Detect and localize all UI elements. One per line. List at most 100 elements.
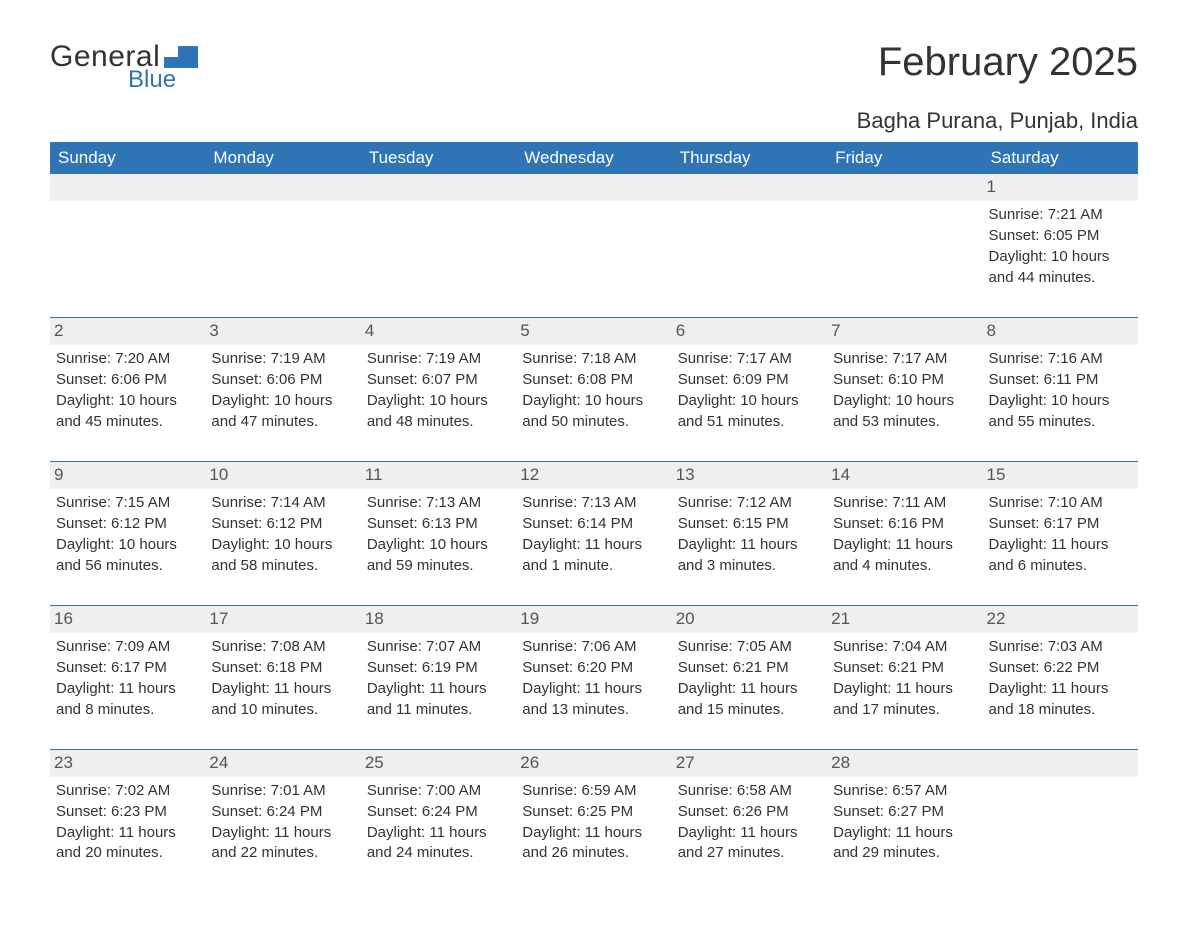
sunrise-text: Sunrise: 7:18 AM xyxy=(522,349,665,369)
sunrise-text: Sunrise: 7:17 AM xyxy=(678,349,821,369)
day-number: 10 xyxy=(205,462,360,489)
day-number: 9 xyxy=(50,462,205,489)
day-body: Sunrise: 7:03 AMSunset: 6:22 PMDaylight:… xyxy=(989,637,1132,720)
day-body: Sunrise: 7:19 AMSunset: 6:07 PMDaylight:… xyxy=(367,349,510,432)
sunrise-text: Sunrise: 7:13 AM xyxy=(367,493,510,513)
day-body: Sunrise: 7:01 AMSunset: 6:24 PMDaylight:… xyxy=(211,781,354,864)
sunrise-text: Sunrise: 7:14 AM xyxy=(211,493,354,513)
day-body: Sunrise: 7:18 AMSunset: 6:08 PMDaylight:… xyxy=(522,349,665,432)
day-body: Sunrise: 7:11 AMSunset: 6:16 PMDaylight:… xyxy=(833,493,976,576)
day-number: 25 xyxy=(361,750,516,777)
sunset-text: Sunset: 6:16 PM xyxy=(833,514,976,534)
calendar-day-cell: 19Sunrise: 7:06 AMSunset: 6:20 PMDayligh… xyxy=(516,605,671,749)
calendar-day-cell: 8 Sunrise: 7:16 AMSunset: 6:11 PMDaylight… xyxy=(983,317,1138,461)
day-number: 22 xyxy=(983,606,1138,633)
day-number xyxy=(205,174,360,201)
calendar-day-cell xyxy=(205,174,360,317)
sunrise-text: Sunrise: 7:07 AM xyxy=(367,637,510,657)
sunrise-text: Sunrise: 7:19 AM xyxy=(211,349,354,369)
sunrise-text: Sunrise: 7:05 AM xyxy=(678,637,821,657)
day-number xyxy=(516,174,671,201)
day-body: Sunrise: 7:17 AMSunset: 6:09 PMDaylight:… xyxy=(678,349,821,432)
calendar-day-cell: 27Sunrise: 6:58 AMSunset: 6:26 PMDayligh… xyxy=(672,749,827,892)
day-body: Sunrise: 7:10 AMSunset: 6:17 PMDaylight:… xyxy=(989,493,1132,576)
calendar-day-cell: 28Sunrise: 6:57 AMSunset: 6:27 PMDayligh… xyxy=(827,749,982,892)
day-number: 19 xyxy=(516,606,671,633)
day-body: Sunrise: 7:12 AMSunset: 6:15 PMDaylight:… xyxy=(678,493,821,576)
day-body: Sunrise: 7:14 AMSunset: 6:12 PMDaylight:… xyxy=(211,493,354,576)
daylight-text: Daylight: 10 hours and 50 minutes. xyxy=(522,391,665,432)
day-body: Sunrise: 7:19 AMSunset: 6:06 PMDaylight:… xyxy=(211,349,354,432)
calendar-day-cell: 24Sunrise: 7:01 AMSunset: 6:24 PMDayligh… xyxy=(205,749,360,892)
sunrise-text: Sunrise: 7:19 AM xyxy=(367,349,510,369)
calendar-day-cell xyxy=(672,174,827,317)
weekday-header: Sunday xyxy=(50,142,205,174)
day-number: 11 xyxy=(361,462,516,489)
sunset-text: Sunset: 6:25 PM xyxy=(522,802,665,822)
calendar-day-cell: 13 Sunrise: 7:12 AMSunset: 6:15 PMDayligh… xyxy=(672,461,827,605)
day-number: 13 xyxy=(672,462,827,489)
sunrise-text: Sunrise: 7:15 AM xyxy=(56,493,199,513)
sunrise-text: Sunrise: 7:11 AM xyxy=(833,493,976,513)
location-label: Bagha Purana, Punjab, India xyxy=(50,108,1138,134)
day-number: 2 xyxy=(50,318,205,345)
sunrise-text: Sunrise: 7:03 AM xyxy=(989,637,1132,657)
sunrise-text: Sunrise: 7:20 AM xyxy=(56,349,199,369)
calendar-day-cell: 12Sunrise: 7:13 AMSunset: 6:14 PMDayligh… xyxy=(516,461,671,605)
day-body: Sunrise: 7:13 AMSunset: 6:13 PMDaylight:… xyxy=(367,493,510,576)
calendar-day-cell: 6 Sunrise: 7:17 AMSunset: 6:09 PMDaylight… xyxy=(672,317,827,461)
calendar-day-cell: 1Sunrise: 7:21 AMSunset: 6:05 PMDaylight… xyxy=(983,174,1138,317)
day-number: 8 xyxy=(983,318,1138,345)
sunrise-text: Sunrise: 7:02 AM xyxy=(56,781,199,801)
sunset-text: Sunset: 6:09 PM xyxy=(678,370,821,390)
sunset-text: Sunset: 6:20 PM xyxy=(522,658,665,678)
logo-text-blue: Blue xyxy=(128,66,198,94)
sunset-text: Sunset: 6:11 PM xyxy=(989,370,1132,390)
calendar-day-cell: 4Sunrise: 7:19 AMSunset: 6:07 PMDaylight… xyxy=(361,317,516,461)
day-body: Sunrise: 7:20 AMSunset: 6:06 PMDaylight:… xyxy=(56,349,199,432)
calendar-day-cell: 5 Sunrise: 7:18 AMSunset: 6:08 PMDaylight… xyxy=(516,317,671,461)
sunrise-text: Sunrise: 6:57 AM xyxy=(833,781,976,801)
calendar-day-cell: 3Sunrise: 7:19 AMSunset: 6:06 PMDaylight… xyxy=(205,317,360,461)
sunset-text: Sunset: 6:05 PM xyxy=(989,226,1132,246)
day-number: 14 xyxy=(827,462,982,489)
day-number: 28 xyxy=(827,750,982,777)
calendar-week-row: 2Sunrise: 7:20 AMSunset: 6:06 PMDaylight… xyxy=(50,317,1138,461)
sunset-text: Sunset: 6:18 PM xyxy=(211,658,354,678)
day-body: Sunrise: 7:02 AMSunset: 6:23 PMDaylight:… xyxy=(56,781,199,864)
day-body: Sunrise: 7:05 AMSunset: 6:21 PMDaylight:… xyxy=(678,637,821,720)
sunset-text: Sunset: 6:06 PM xyxy=(211,370,354,390)
calendar-day-cell: 10 Sunrise: 7:14 AMSunset: 6:12 PMDayligh… xyxy=(205,461,360,605)
day-body: Sunrise: 7:16 AMSunset: 6:11 PMDaylight:… xyxy=(989,349,1132,432)
sunset-text: Sunset: 6:21 PM xyxy=(678,658,821,678)
daylight-text: Daylight: 10 hours and 51 minutes. xyxy=(678,391,821,432)
sunset-text: Sunset: 6:08 PM xyxy=(522,370,665,390)
sunset-text: Sunset: 6:24 PM xyxy=(211,802,354,822)
day-number: 16 xyxy=(50,606,205,633)
day-body: Sunrise: 7:08 AMSunset: 6:18 PMDaylight:… xyxy=(211,637,354,720)
day-number: 23 xyxy=(50,750,205,777)
calendar-day-cell: 25 Sunrise: 7:00 AMSunset: 6:24 PMDayligh… xyxy=(361,749,516,892)
calendar-day-cell: 14 Sunrise: 7:11 AMSunset: 6:16 PMDayligh… xyxy=(827,461,982,605)
sunset-text: Sunset: 6:23 PM xyxy=(56,802,199,822)
calendar-day-cell xyxy=(827,174,982,317)
calendar-day-cell: 16Sunrise: 7:09 AMSunset: 6:17 PMDayligh… xyxy=(50,605,205,749)
day-number: 6 xyxy=(672,318,827,345)
calendar-day-cell: 11 Sunrise: 7:13 AMSunset: 6:13 PMDayligh… xyxy=(361,461,516,605)
sunrise-text: Sunrise: 6:58 AM xyxy=(678,781,821,801)
day-body: Sunrise: 7:00 AMSunset: 6:24 PMDaylight:… xyxy=(367,781,510,864)
daylight-text: Daylight: 11 hours and 18 minutes. xyxy=(989,679,1132,720)
daylight-text: Daylight: 11 hours and 4 minutes. xyxy=(833,535,976,576)
sunrise-text: Sunrise: 7:12 AM xyxy=(678,493,821,513)
day-body: Sunrise: 7:07 AMSunset: 6:19 PMDaylight:… xyxy=(367,637,510,720)
day-number: 5 xyxy=(516,318,671,345)
daylight-text: Daylight: 10 hours and 56 minutes. xyxy=(56,535,199,576)
day-number: 7 xyxy=(827,318,982,345)
sunrise-text: Sunrise: 7:16 AM xyxy=(989,349,1132,369)
sunset-text: Sunset: 6:10 PM xyxy=(833,370,976,390)
calendar-body: 1Sunrise: 7:21 AMSunset: 6:05 PMDaylight… xyxy=(50,174,1138,893)
weekday-header: Saturday xyxy=(983,142,1138,174)
daylight-text: Daylight: 10 hours and 47 minutes. xyxy=(211,391,354,432)
day-number xyxy=(827,174,982,201)
daylight-text: Daylight: 11 hours and 8 minutes. xyxy=(56,679,199,720)
